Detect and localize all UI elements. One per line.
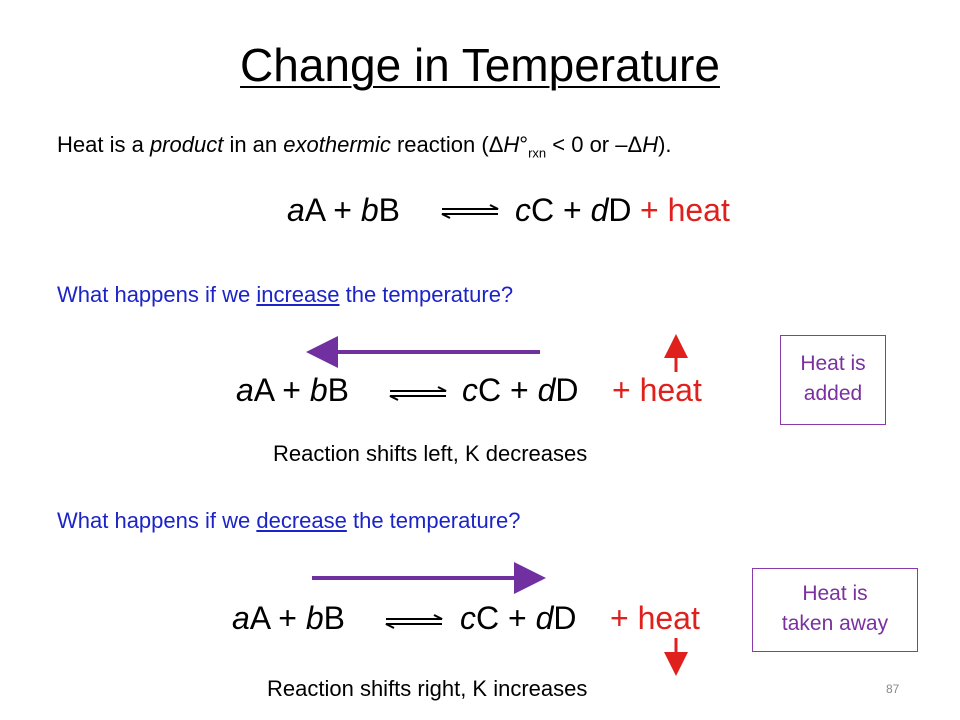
text: < 0 or – [546, 132, 628, 157]
text: D [555, 372, 579, 408]
text: B [327, 372, 349, 408]
text: Δ [627, 132, 643, 157]
text: b [309, 372, 328, 408]
equation-side: cC + dD [515, 192, 631, 229]
text: D [608, 192, 632, 228]
text: rxn [528, 145, 547, 161]
text: b [305, 600, 324, 636]
text: What happens if we [57, 508, 257, 533]
text: added [803, 382, 863, 405]
text: a [287, 192, 305, 228]
text: the temperature? [339, 282, 514, 307]
text: d [590, 192, 609, 228]
text: Heat is [800, 352, 866, 375]
note-box: Heat is added [780, 335, 886, 425]
result: Reaction shifts right, K increases [267, 676, 588, 701]
text: reaction ( [390, 132, 489, 157]
text: d [535, 600, 554, 636]
text: Heat is a [57, 132, 150, 157]
question: What happens if we decrease the temperat… [57, 508, 521, 534]
text: product [149, 132, 224, 157]
text: D [553, 600, 577, 636]
heat-term: + heat [640, 192, 730, 228]
intro: Heat is a product in an exothermic react… [57, 132, 672, 160]
heat-term: + heat [612, 372, 702, 408]
text: Heat is [802, 582, 868, 605]
text: b [360, 192, 379, 228]
text: C + [476, 600, 536, 636]
equation-side: aA + bB [236, 372, 349, 409]
text: a [236, 372, 254, 408]
text: ). [658, 132, 672, 157]
text: C + [478, 372, 538, 408]
text: ° [519, 132, 529, 157]
text: What happens if we [57, 282, 257, 307]
equation-side: aA + bB [287, 192, 400, 229]
text: c [462, 372, 478, 408]
text: B [378, 192, 400, 228]
text: the temperature? [346, 508, 521, 533]
heat-term: + heat [610, 600, 700, 636]
text: A + [249, 600, 306, 636]
text: exothermic [283, 132, 391, 157]
note-box: Heat is taken away [752, 568, 918, 652]
text: H [503, 132, 520, 157]
text: A + [253, 372, 310, 408]
page-number: 87 [886, 682, 900, 696]
text: B [323, 600, 345, 636]
text: Δ [488, 132, 504, 157]
equation-side: cC + dD [460, 600, 576, 637]
text: c [515, 192, 531, 228]
equilibrium-arrows [385, 204, 499, 629]
text: taken away [781, 612, 889, 635]
text: a [232, 600, 250, 636]
equation-side: cC + dD [462, 372, 578, 409]
question: What happens if we increase the temperat… [57, 282, 513, 308]
title: Change in Temperature [240, 39, 720, 91]
text: in an [223, 132, 284, 157]
text: H [642, 132, 659, 157]
result: Reaction shifts left, K decreases [273, 441, 588, 466]
text: decrease [256, 508, 347, 533]
text: d [537, 372, 556, 408]
text: A + [304, 192, 361, 228]
equation-side: aA + bB [232, 600, 345, 637]
text: increase [256, 282, 340, 307]
text: c [460, 600, 476, 636]
text: C + [531, 192, 591, 228]
